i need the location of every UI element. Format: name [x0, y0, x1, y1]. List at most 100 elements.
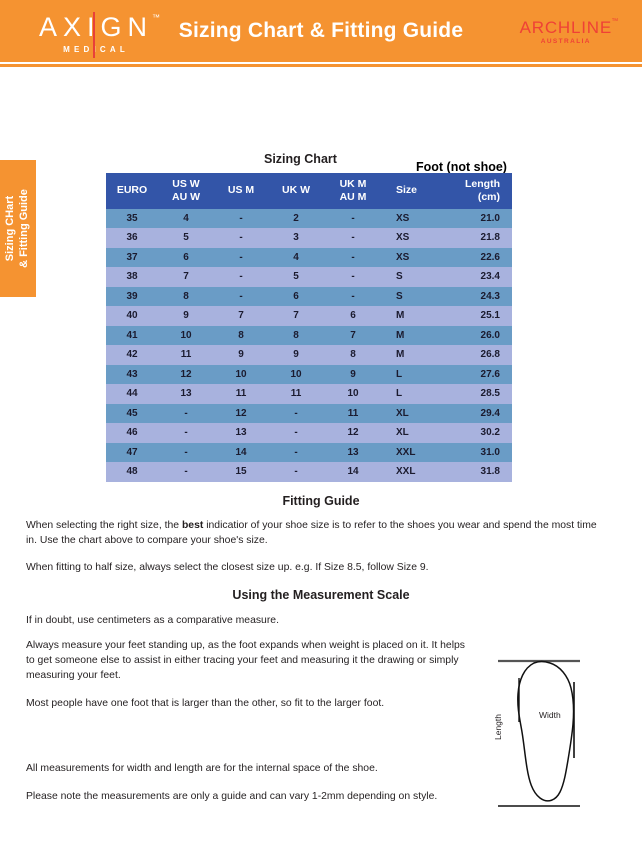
table-cell-length: 26.8	[444, 345, 512, 365]
table-cell-size: L	[382, 364, 444, 385]
table-cell-uk-m: -	[324, 228, 382, 248]
table-cell-length: 29.4	[444, 403, 512, 424]
table-row: 47-14-13 XXL 31.0	[106, 442, 512, 463]
table-cell-us-w: 11	[158, 345, 214, 365]
table-cell-uk-w: 9	[268, 345, 324, 365]
table-cell-uk-m: -	[324, 267, 382, 287]
table-row: 48-15-14 XXL 31.8	[106, 462, 512, 482]
table-cell-uk-w: -	[268, 403, 324, 424]
fitting-guide-paragraph-1: When selecting the right size, the best …	[26, 518, 598, 548]
table-cell-uk-m: 11	[324, 403, 382, 424]
sizing-chart-table: EURO US W AU W US M UK W UK M AU M Size	[106, 173, 512, 482]
column-header-us-m-line1: US M	[227, 184, 255, 197]
column-header-uk-m-line2: AU M	[339, 190, 367, 203]
table-row: 45-12-11 XL 29.4	[106, 403, 512, 424]
table-cell-size: M	[382, 306, 444, 326]
measurement-scale-title: Using the Measurement Scale	[232, 588, 410, 602]
table-row: 43 12 10 10 9 L 27.6	[106, 364, 512, 385]
axign-logo-red-stripe	[93, 12, 95, 58]
table-cell-uk-w: 6	[268, 286, 324, 307]
table-cell-us-w: -	[158, 442, 214, 463]
table-cell-length: 21.0	[444, 208, 512, 229]
side-tab: Sizing CHart & Fitting Guide	[0, 160, 36, 297]
table-cell-us-w: 10	[158, 325, 214, 346]
table-row: 44 13 11 11 10 L 28.5	[106, 384, 512, 404]
measurement-scale-paragraph-1: If in doubt, use centimeters as a compar…	[26, 615, 279, 626]
table-cell-us-m: 13	[214, 423, 268, 443]
table-cell-uk-w: -	[268, 442, 324, 463]
column-header-us-w-line2: AU W	[172, 190, 200, 203]
table-cell-uk-m: 12	[324, 423, 382, 443]
table-row: 38 7-5- S 23.4	[106, 267, 512, 287]
table-cell-uk-w: -	[268, 462, 324, 482]
axign-logo-trademark: ™	[152, 13, 161, 22]
foot-outline-icon	[498, 659, 580, 807]
header-divider-rule	[0, 64, 642, 67]
table-cell-length: 27.6	[444, 364, 512, 385]
table-cell-us-m: 8	[214, 325, 268, 346]
axign-logo-text: AXIGN	[38, 12, 154, 42]
diagram-width-label: Width	[539, 710, 561, 720]
table-cell-euro: 41	[106, 325, 158, 346]
table-cell-us-w: -	[158, 403, 214, 424]
table-cell-uk-m: 9	[324, 364, 382, 385]
table-cell-uk-w: 3	[268, 228, 324, 248]
table-row: 41 10 8 8 7 M 26.0	[106, 325, 512, 346]
table-cell-size: XXL	[382, 462, 444, 482]
table-cell-size: XXL	[382, 442, 444, 463]
page-title: Sizing Chart & Fitting Guide	[178, 19, 464, 42]
table-cell-us-w: 13	[158, 384, 214, 404]
table-cell-size: L	[382, 384, 444, 404]
table-cell-length: 26.0	[444, 325, 512, 346]
measurement-scale-paragraph-2: Always measure your feet standing up, as…	[26, 640, 465, 682]
table-cell-length: 31.8	[444, 462, 512, 482]
page-header: AXIGN ™ MEDICAL Sizing Chart & Fitting Gu…	[0, 0, 642, 62]
table-cell-length: 24.3	[444, 286, 512, 307]
table-cell-us-w: 12	[158, 364, 214, 385]
table-cell-size: XL	[382, 403, 444, 424]
table-cell-uk-w: 4	[268, 247, 324, 268]
fitting-guide-p1-part1: When selecting the right size, the	[26, 520, 182, 531]
column-header-length: Length (cm)	[444, 173, 512, 209]
table-row: 37 6-4- XS 22.6	[106, 247, 512, 268]
archline-logo-trademark: ™	[611, 18, 619, 25]
fitting-guide-p1-part2: indicatior of your shoe size is to refer…	[26, 520, 597, 547]
table-row: 39 8-6- S 24.3	[106, 286, 512, 307]
table-cell-uk-w: 10	[268, 364, 324, 385]
table-cell-length: 28.5	[444, 384, 512, 404]
table-cell-euro: 48	[106, 462, 158, 482]
table-row: 46-13-12 XL 30.2	[106, 423, 512, 443]
table-cell-length: 30.2	[444, 423, 512, 443]
table-cell-us-m: 9	[214, 345, 268, 365]
diagram-foot-outline-path	[517, 660, 575, 802]
table-cell-us-m: 11	[214, 384, 268, 404]
table-cell-euro: 36	[106, 228, 158, 248]
table-cell-us-w: -	[158, 462, 214, 482]
table-cell-us-w: 8	[158, 286, 214, 307]
table-cell-us-m: 15	[214, 462, 268, 482]
table-cell-uk-m: 7	[324, 325, 382, 346]
axign-logo-wordmark: AXIGN ™	[38, 12, 160, 42]
table-cell-length: 23.4	[444, 267, 512, 287]
table-cell-uk-w: -	[268, 423, 324, 443]
table-cell-euro: 38	[106, 267, 158, 287]
column-header-euro: EURO	[106, 173, 158, 209]
table-cell-uk-m: 14	[324, 462, 382, 482]
column-header-size-line1: Size	[396, 184, 418, 197]
table-cell-size: S	[382, 267, 444, 287]
sizing-chart-table-body: 35 4-2- XS 21.0 36 5-3- XS 21.8 37 6-4- XS 22.6 38 7-…	[106, 208, 512, 482]
table-cell-us-m: -	[214, 247, 268, 268]
archline-logo-text: ARCHLINE	[519, 18, 612, 37]
table-cell-uk-w: 5	[268, 267, 324, 287]
table-cell-us-m: -	[214, 286, 268, 307]
archline-logo-subtext: AUSTRALIA	[540, 38, 591, 45]
table-header-row: EURO US W AU W US M UK W UK M AU M Size	[106, 173, 512, 209]
foot-not-shoe-note: Foot (not shoe)	[416, 160, 507, 174]
sizing-chart-caption: Sizing Chart	[264, 152, 337, 166]
table-cell-size: XS	[382, 247, 444, 268]
table-cell-us-m: -	[214, 208, 268, 229]
table-cell-us-m: -	[214, 267, 268, 287]
fitting-guide-paragraph-2: When fitting to half size, always select…	[26, 562, 429, 573]
table-cell-euro: 42	[106, 345, 158, 365]
table-cell-us-w: 6	[158, 247, 214, 268]
